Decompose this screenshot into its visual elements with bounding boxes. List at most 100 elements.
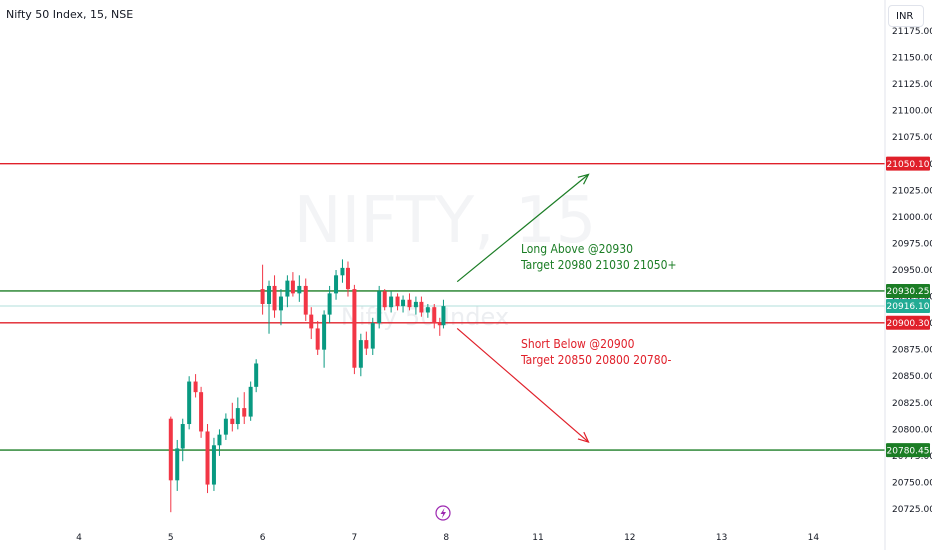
candle <box>285 275 290 308</box>
y-tick-label: 20975.00 <box>892 239 932 249</box>
level-badge-label: 21050.10 <box>887 160 930 170</box>
x-tick-label: 11 <box>532 533 543 543</box>
annotation-long-targets[interactable]: Target 20980 21030 21050+ <box>520 258 677 272</box>
candle <box>223 413 228 440</box>
candle <box>377 285 382 329</box>
candle <box>199 386 204 438</box>
candle <box>401 295 406 313</box>
level-badge-label: 20780.45 <box>887 446 930 456</box>
candle <box>235 397 240 430</box>
candle <box>267 280 272 334</box>
y-tick-label: 21100.00 <box>892 107 932 117</box>
y-tick-label: 21025.00 <box>892 186 932 196</box>
candle <box>260 264 265 315</box>
price-axis[interactable]: 21175.00 21150.00 21125.00 21100.00 21075.00… <box>892 27 932 515</box>
y-tick-label: 21000.00 <box>892 213 932 223</box>
y-tick-label: 20750.00 <box>892 478 932 488</box>
candle <box>441 299 446 329</box>
candle <box>315 320 320 355</box>
candle <box>168 416 173 513</box>
candle <box>382 289 387 311</box>
candle <box>180 418 185 462</box>
candle <box>217 429 222 456</box>
lightning-icon[interactable] <box>435 505 451 521</box>
x-tick-label: 12 <box>624 533 635 543</box>
y-tick-label: 20725.00 <box>892 505 932 515</box>
candle <box>340 259 345 283</box>
time-axis[interactable]: 4 5 6 7 8 11 12 13 14 <box>76 533 819 543</box>
x-tick-label: 14 <box>808 533 820 543</box>
price-badges: 21050.10 20930.25 20900.30 20780.45 20916.10 <box>886 156 930 458</box>
y-tick-label: 21125.00 <box>892 80 932 90</box>
annotation-short-targets[interactable]: Target 20850 20800 20780- <box>520 353 671 367</box>
candle <box>370 317 375 355</box>
candle <box>419 296 424 317</box>
level-badge <box>886 283 930 298</box>
candle <box>352 284 357 375</box>
candle <box>364 331 369 355</box>
candle <box>334 270 339 300</box>
candle <box>327 285 332 324</box>
candle <box>254 359 259 393</box>
long-arrow[interactable] <box>456 173 590 283</box>
candle <box>248 381 253 421</box>
candle <box>303 278 308 321</box>
candle <box>211 437 216 491</box>
candle <box>272 275 277 318</box>
level-badge <box>886 156 930 171</box>
candle <box>437 317 442 336</box>
candle <box>175 439 180 491</box>
candle <box>345 261 350 297</box>
y-tick-label: 21175.00 <box>892 27 932 37</box>
candle <box>193 374 198 398</box>
y-tick-label: 20950.00 <box>892 266 932 276</box>
annotations[interactable]: Long Above @20930 Target 20980 21030 210… <box>520 242 677 367</box>
x-tick-label: 13 <box>716 533 727 543</box>
candle <box>187 376 192 430</box>
watermark-name: Nifty 50 Index <box>341 303 509 331</box>
x-tick-label: 4 <box>76 533 82 543</box>
level-badge-label: 20930.25 <box>887 287 930 297</box>
candle <box>290 272 295 297</box>
y-tick-label: 20875.00 <box>892 346 932 356</box>
current-price-badge <box>886 299 930 314</box>
candle <box>242 392 247 425</box>
watermark-symbol: NIFTY, 15 <box>294 184 597 258</box>
candles <box>168 259 446 513</box>
x-tick-label: 8 <box>443 533 449 543</box>
annotation-short-entry[interactable]: Short Below @20900 <box>521 337 635 351</box>
x-tick-label: 6 <box>260 533 266 543</box>
y-tick-label: 20825.00 <box>892 399 932 409</box>
candle <box>413 296 418 315</box>
y-tick-label: 21075.00 <box>892 133 932 143</box>
symbol-title: Nifty 50 Index, 15, NSE <box>6 8 133 21</box>
candle <box>278 289 283 326</box>
candle <box>432 303 437 329</box>
candle <box>230 402 235 432</box>
y-tick-label: 20850.00 <box>892 372 932 382</box>
y-tick-label: 20800.00 <box>892 425 932 435</box>
currency-selector[interactable]: INR <box>888 5 924 27</box>
watermark: NIFTY, 15 Nifty 50 Index <box>294 184 597 331</box>
level-badge <box>886 315 930 330</box>
x-tick-label: 7 <box>352 533 358 543</box>
level-badge-label: 20900.30 <box>887 319 930 329</box>
trend-arrows[interactable] <box>456 173 590 444</box>
x-tick-label: 5 <box>168 533 174 543</box>
y-tick-label: 21150.00 <box>892 54 932 64</box>
candle <box>358 333 363 377</box>
candle <box>309 307 314 340</box>
annotation-long-entry[interactable]: Long Above @20930 <box>521 242 633 256</box>
candle <box>389 291 394 313</box>
candle <box>395 293 400 311</box>
short-arrow[interactable] <box>456 327 590 444</box>
current-price-label: 20916.10 <box>887 302 930 312</box>
candle <box>407 293 412 311</box>
candle <box>205 424 210 494</box>
candle <box>322 310 327 368</box>
level-badge <box>886 443 930 458</box>
candle <box>297 275 302 302</box>
candle <box>425 303 430 318</box>
